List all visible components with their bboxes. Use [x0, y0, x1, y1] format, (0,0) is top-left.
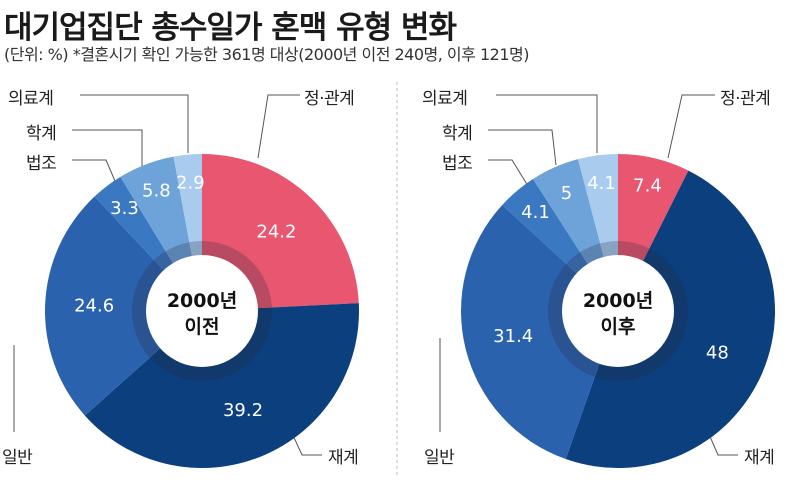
label-politics-right: 정·관계 — [720, 89, 771, 109]
slice-0-2 — [44, 196, 203, 416]
label-legal-right: 법조 — [442, 154, 473, 174]
center-hole — [146, 255, 258, 367]
chart-title: 대기업집단 총수일가 혼맥 유형 변화 — [4, 10, 457, 46]
value-label-0-2: 24.6 — [74, 295, 114, 316]
value-label-0-1: 39.2 — [223, 400, 263, 421]
slice-1-2 — [461, 204, 618, 460]
value-label-0-3: 3.3 — [110, 198, 139, 219]
label-politics-left: 정·관계 — [304, 89, 355, 109]
value-label-1-3: 4.1 — [521, 202, 550, 223]
label-general-left: 일반 — [2, 448, 33, 468]
center-label: 2000년 — [583, 290, 653, 312]
value-label-0-0: 24.2 — [256, 222, 296, 243]
label-academic-right: 학계 — [442, 124, 473, 144]
label-business-right: 재계 — [744, 448, 775, 468]
value-label-1-5: 4.1 — [587, 173, 616, 194]
value-label-0-4: 5.8 — [142, 180, 171, 201]
label-medical-right: 의료계 — [422, 89, 468, 109]
label-business-left: 재계 — [328, 448, 359, 468]
value-label-0-5: 2.9 — [176, 173, 205, 194]
center-hole — [562, 255, 674, 367]
label-legal-left: 법조 — [26, 154, 57, 174]
label-academic-left: 학계 — [26, 124, 57, 144]
value-label-1-4: 5 — [561, 183, 572, 204]
center-label: 2000년 — [167, 290, 237, 312]
center-label: 이전 — [185, 316, 220, 338]
label-general-right: 일반 — [424, 448, 455, 468]
label-medical-left: 의료계 — [8, 89, 54, 109]
value-label-1-1: 48 — [706, 342, 729, 363]
slice-0-1 — [84, 303, 359, 468]
value-label-1-2: 31.4 — [493, 326, 533, 347]
value-label-1-0: 7.4 — [633, 175, 662, 196]
center-label: 이후 — [601, 316, 636, 338]
chart-subtitle: (단위: %) *결혼시기 확인 가능한 361명 대상(2000년 이전 24… — [4, 45, 529, 64]
